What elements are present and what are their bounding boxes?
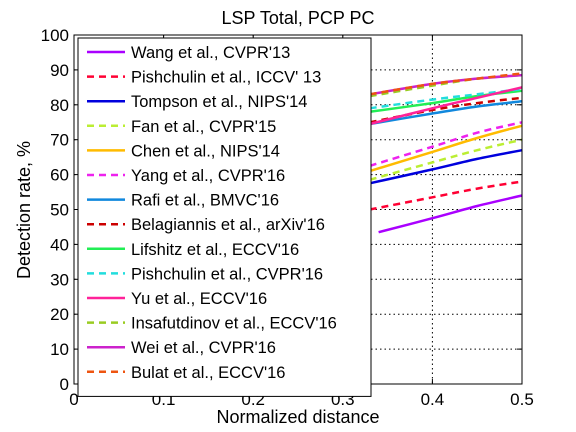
y-tick-label: 30 [50,270,69,289]
y-tick-label: 80 [50,96,69,115]
legend-label-6: Yang et al., CVPR'16 [131,167,285,185]
legend-label-11: Yu et al., ECCV'16 [131,290,267,308]
legend-label-8: Belagiannis et al., arXiv'16 [131,216,325,234]
legend-label-7: Rafi et al., BMVC'16 [131,192,279,210]
legend-label-3: Tompson et al., NIPS'14 [131,93,308,111]
legend-label-13: Wei et al., CVPR'16 [131,339,276,357]
y-tick-label: 40 [50,235,69,254]
y-tick-label: 50 [50,201,69,220]
legend-label-1: Wang et al., CVPR'13 [131,44,290,62]
y-tick-label: 0 [60,375,69,394]
legend-label-2: Pishchulin et al., ICCV' 13 [131,69,321,87]
x-tick-label: 0.5 [510,390,534,409]
legend: Wang et al., CVPR'13 Pishchulin et al., I… [78,38,371,396]
x-tick-label: 0.4 [421,390,445,409]
legend-label-10: Pishchulin et al., CVPR'16 [131,265,323,283]
legend-label-4: Fan et al., CVPR'15 [131,118,276,136]
x-tick-label: 0 [69,390,78,409]
legend-label-5: Chen et al., NIPS'14 [131,142,280,160]
legend-label-12: Insafutdinov et al., ECCV'16 [131,315,337,333]
y-axis-title: Detection rate, % [14,141,34,279]
chart-title: LSP Total, PCP PC [221,8,374,28]
y-tick-label: 60 [50,166,69,185]
x-axis-title: Normalized distance [216,407,379,427]
legend-label-9: Lifshitz et al., ECCV'16 [131,241,299,259]
y-tick-label: 90 [50,61,69,80]
y-tick-label: 100 [41,26,69,45]
y-tick-label: 20 [50,305,69,324]
legend-label-14: Bulat et al., ECCV'16 [131,364,285,382]
y-tick-label: 70 [50,131,69,150]
y-tick-label: 10 [50,340,69,359]
